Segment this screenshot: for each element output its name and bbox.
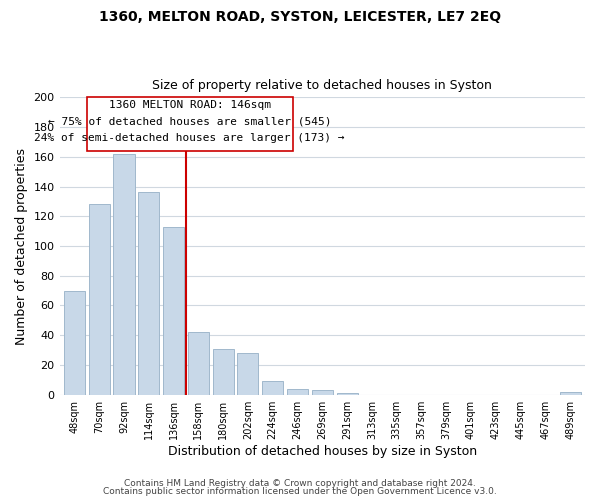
Title: Size of property relative to detached houses in Syston: Size of property relative to detached ho… xyxy=(152,79,492,92)
Text: Contains HM Land Registry data © Crown copyright and database right 2024.: Contains HM Land Registry data © Crown c… xyxy=(124,478,476,488)
Bar xyxy=(163,226,184,394)
Bar xyxy=(113,154,134,394)
Text: ← 75% of detached houses are smaller (545): ← 75% of detached houses are smaller (54… xyxy=(48,116,331,126)
Y-axis label: Number of detached properties: Number of detached properties xyxy=(15,148,28,344)
Bar xyxy=(89,204,110,394)
Bar xyxy=(212,348,233,395)
Text: Contains public sector information licensed under the Open Government Licence v3: Contains public sector information licen… xyxy=(103,487,497,496)
Text: 24% of semi-detached houses are larger (173) →: 24% of semi-detached houses are larger (… xyxy=(34,132,345,142)
Bar xyxy=(337,393,358,394)
Text: 1360, MELTON ROAD, SYSTON, LEICESTER, LE7 2EQ: 1360, MELTON ROAD, SYSTON, LEICESTER, LE… xyxy=(99,10,501,24)
Text: 1360 MELTON ROAD: 146sqm: 1360 MELTON ROAD: 146sqm xyxy=(109,100,271,110)
Bar xyxy=(188,332,209,394)
Bar xyxy=(287,389,308,394)
Bar xyxy=(64,290,85,395)
Bar xyxy=(560,392,581,394)
X-axis label: Distribution of detached houses by size in Syston: Distribution of detached houses by size … xyxy=(168,444,477,458)
FancyBboxPatch shape xyxy=(87,98,293,151)
Bar xyxy=(238,353,259,395)
Bar xyxy=(138,192,160,394)
Bar xyxy=(312,390,333,394)
Bar xyxy=(262,382,283,394)
